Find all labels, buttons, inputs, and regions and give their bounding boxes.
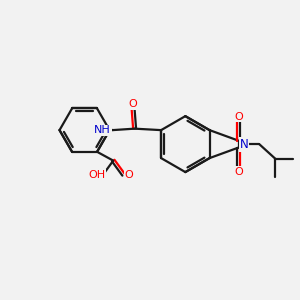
Text: OH: OH <box>88 170 105 180</box>
Text: O: O <box>234 112 243 122</box>
Text: N: N <box>239 138 248 151</box>
Text: O: O <box>124 170 133 180</box>
Text: O: O <box>234 167 243 177</box>
Text: O: O <box>129 99 137 109</box>
Text: NH: NH <box>94 125 111 135</box>
